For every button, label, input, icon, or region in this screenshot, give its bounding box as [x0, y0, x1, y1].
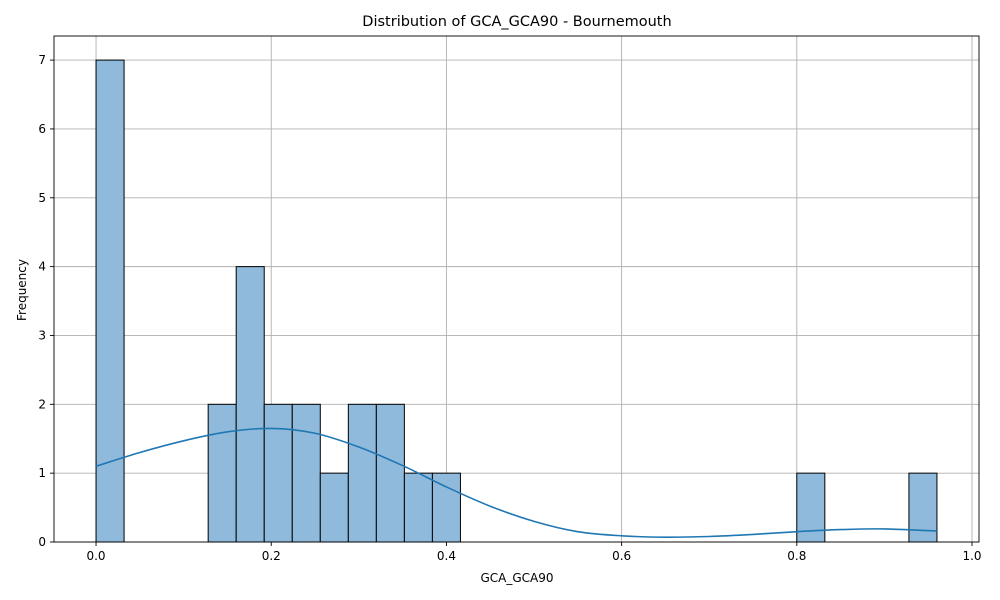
kde-curve: [95, 427, 937, 539]
histogram-bar: [95, 59, 125, 543]
x-tick-label: 0.2: [262, 549, 281, 563]
histogram-bars: [95, 59, 938, 543]
chart-title: Distribution of GCA_GCA90 - Bournemouth: [362, 14, 671, 30]
histogram-bar: [347, 403, 377, 543]
y-tick-label: 2: [38, 397, 46, 411]
x-axis-ticks: 0.0 0.2 0.4 0.6 0.8 1.0: [86, 542, 982, 563]
y-tick-label: 5: [38, 191, 46, 205]
histogram-bar: [319, 472, 349, 543]
histogram-bar: [235, 266, 265, 543]
y-tick-label: 7: [38, 53, 46, 67]
histogram-bar: [263, 403, 293, 543]
histogram-bar: [908, 472, 938, 543]
histogram-bar: [375, 403, 405, 543]
y-tick-label: 6: [38, 122, 46, 136]
y-tick-label: 4: [38, 260, 46, 274]
x-tick-label: 0.0: [86, 549, 105, 563]
histogram-bar: [431, 472, 461, 543]
plot-frame: [53, 35, 980, 543]
y-tick-label: 0: [38, 535, 46, 549]
x-tick-label: 0.6: [612, 549, 631, 563]
y-tick-label: 3: [38, 328, 46, 342]
x-axis-label: GCA_GCA90: [480, 571, 553, 585]
histogram-bar: [403, 472, 433, 543]
histogram-bar: [207, 403, 237, 543]
y-axis-label: Frequency: [15, 259, 29, 321]
y-tick-label: 1: [38, 466, 46, 480]
grid-lines: [54, 36, 979, 543]
y-axis-ticks: 0 1 2 3 4 5 6 7: [38, 53, 54, 549]
x-tick-label: 0.8: [787, 549, 806, 563]
x-tick-label: 1.0: [962, 549, 981, 563]
histogram-bar: [291, 403, 321, 543]
x-tick-label: 0.4: [437, 549, 456, 563]
